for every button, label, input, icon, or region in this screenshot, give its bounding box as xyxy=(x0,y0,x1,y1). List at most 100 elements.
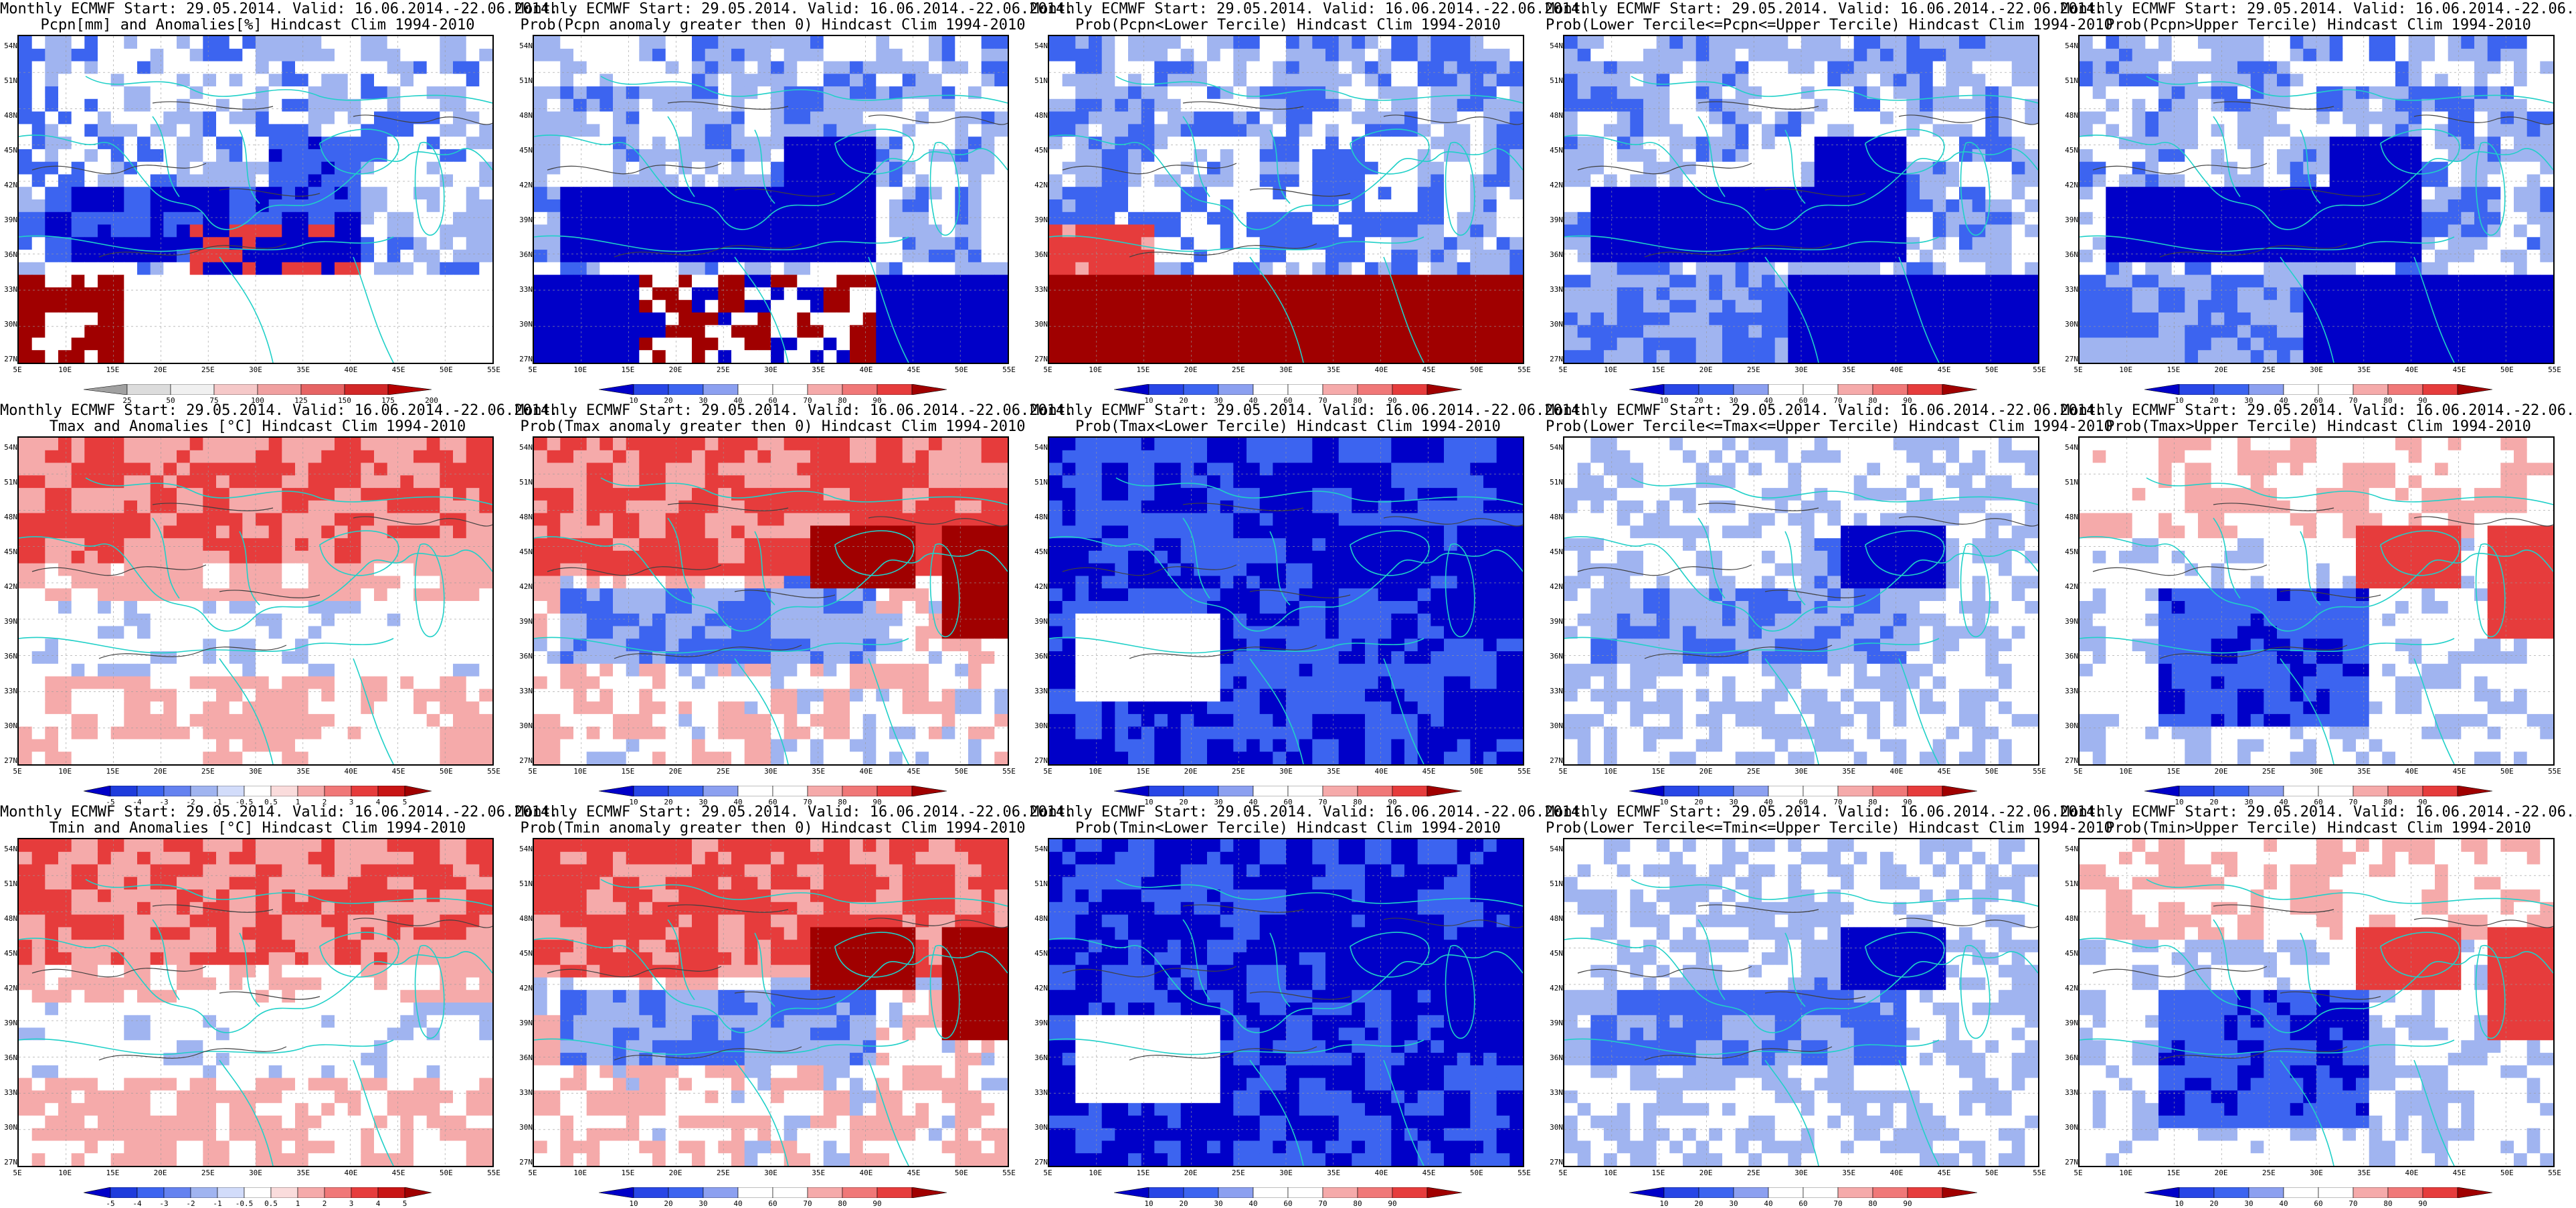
longitude-label: 20E xyxy=(2215,767,2228,776)
latitude-label: 54N xyxy=(0,41,17,50)
latitude-label: 51N xyxy=(0,879,17,888)
latitude-label: 27N xyxy=(1546,355,1563,363)
panel-subtitle: Prob(Lower Tercile<=Pcpn<=Upper Tercile)… xyxy=(1546,17,2061,33)
latitude-label: 39N xyxy=(1030,1019,1048,1027)
longitude-label: 55E xyxy=(2033,767,2046,776)
latitude-label: 30N xyxy=(2061,721,2078,730)
longitude-label: 55E xyxy=(1002,767,1016,776)
longitude-label: 20E xyxy=(669,1169,682,1177)
longitude-label: 40E xyxy=(344,365,357,374)
latitude-label: 36N xyxy=(1030,250,1048,259)
longitude-label: 15E xyxy=(621,767,634,776)
longitude-label: 45E xyxy=(1422,1169,1436,1177)
longitude-label: 45E xyxy=(1938,767,1951,776)
longitude-label: 40E xyxy=(2405,1169,2418,1177)
longitude-label: 30E xyxy=(2310,767,2323,776)
latitude-label: 48N xyxy=(1546,111,1563,120)
latitude-label: 54N xyxy=(0,443,17,452)
longitude-label: 40E xyxy=(859,1169,872,1177)
longitude-label: 25E xyxy=(1232,767,1245,776)
longitude-label: 20E xyxy=(669,365,682,374)
latitude-label: 39N xyxy=(2061,1019,2078,1027)
longitude-label: 55E xyxy=(1517,365,1531,374)
longitude-label: 35E xyxy=(296,767,310,776)
colorbar-tick-label: 60 xyxy=(1283,1199,1292,1208)
panel-title: Monthly ECMWF Start: 29.05.2014. Valid: … xyxy=(2061,1,2576,17)
colorbar-tick-label: -0.5 xyxy=(236,1199,254,1208)
panel-title: Monthly ECMWF Start: 29.05.2014. Valid: … xyxy=(1030,403,1546,419)
latitude-label: 54N xyxy=(0,845,17,853)
latitude-label: 33N xyxy=(1030,285,1048,294)
longitude-label: 5E xyxy=(528,767,537,776)
colorbar-tick-label: 80 xyxy=(1353,1199,1362,1208)
colorbar-tick-label: 10 xyxy=(2175,1199,2183,1208)
longitude-label: 10E xyxy=(58,1169,72,1177)
latitude-label: 54N xyxy=(2061,443,2078,452)
forecast-map xyxy=(533,436,1009,766)
colorbar-tick-label: 90 xyxy=(1903,1199,1912,1208)
latitude-label: 48N xyxy=(2061,914,2078,923)
latitude-label: 54N xyxy=(515,41,533,50)
longitude-label: 5E xyxy=(13,1169,21,1177)
forecast-map xyxy=(1563,838,2039,1167)
latitude-label: 51N xyxy=(1546,76,1563,85)
longitude-label: 50E xyxy=(1985,767,1999,776)
longitude-label: 5E xyxy=(1558,365,1567,374)
latitude-label: 30N xyxy=(515,721,533,730)
latitude-label: 27N xyxy=(0,355,17,363)
longitude-label: 10E xyxy=(573,1169,587,1177)
panel-title: Monthly ECMWF Start: 29.05.2014. Valid: … xyxy=(2061,804,2576,821)
longitude-label: 15E xyxy=(2167,767,2180,776)
panel-subtitle: Prob(Tmax>Upper Tercile) Hindcast Clim 1… xyxy=(2061,419,2576,435)
panel-subtitle: Prob(Tmin<Lower Tercile) Hindcast Clim 1… xyxy=(1030,821,1546,837)
latitude-label: 42N xyxy=(515,582,533,591)
latitude-label: 27N xyxy=(0,1158,17,1167)
latitude-label: 39N xyxy=(1030,617,1048,626)
panel-subtitle: Prob(Lower Tercile<=Tmax<=Upper Tercile)… xyxy=(1546,419,2061,435)
latitude-label: 33N xyxy=(1030,1088,1048,1097)
longitude-label: 50E xyxy=(1470,1169,1483,1177)
colorbar xyxy=(84,1187,432,1198)
longitude-label: 30E xyxy=(249,365,262,374)
longitude-label: 30E xyxy=(1795,767,1808,776)
latitude-label: 54N xyxy=(2061,41,2078,50)
longitude-label: 20E xyxy=(1184,365,1198,374)
longitude-label: 40E xyxy=(344,1169,357,1177)
longitude-label: 55E xyxy=(1002,1169,1016,1177)
longitude-label: 15E xyxy=(106,767,119,776)
longitude-label: 40E xyxy=(2405,365,2418,374)
latitude-label: 39N xyxy=(1546,617,1563,626)
colorbar-tick-label: 40 xyxy=(1764,1199,1772,1208)
latitude-label: 42N xyxy=(1546,181,1563,189)
latitude-label: 54N xyxy=(1546,443,1563,452)
latitude-label: 42N xyxy=(515,984,533,993)
longitude-label: 35E xyxy=(1327,1169,1340,1177)
colorbar-tick-label: 4 xyxy=(376,1199,381,1208)
longitude-label: 10E xyxy=(1604,767,1617,776)
forecast-map xyxy=(1048,35,1524,364)
colorbar-tick-label: -4 xyxy=(132,1199,141,1208)
panel-subtitle: Prob(Pcpn>Upper Tercile) Hindcast Clim 1… xyxy=(2061,17,2576,33)
latitude-label: 33N xyxy=(2061,1088,2078,1097)
panel-subtitle: Prob(Tmin anomaly greater then 0) Hindca… xyxy=(515,821,1030,837)
colorbar-tick-label: -1 xyxy=(213,1199,221,1208)
latitude-label: 45N xyxy=(0,949,17,958)
latitude-label: 27N xyxy=(515,756,533,765)
longitude-label: 25E xyxy=(201,365,215,374)
latitude-label: 48N xyxy=(1030,513,1048,521)
map-panel: Monthly ECMWF Start: 29.05.2014. Valid: … xyxy=(1546,402,2061,803)
latitude-label: 27N xyxy=(1546,1158,1563,1167)
longitude-label: 10E xyxy=(58,365,72,374)
colorbar-tick-label: 90 xyxy=(872,1199,881,1208)
longitude-label: 25E xyxy=(1747,767,1760,776)
latitude-label: 39N xyxy=(0,215,17,224)
longitude-label: 55E xyxy=(487,767,500,776)
longitude-label: 55E xyxy=(1002,365,1016,374)
latitude-label: 45N xyxy=(2061,146,2078,155)
longitude-label: 45E xyxy=(1422,767,1436,776)
longitude-label: 5E xyxy=(2074,1169,2082,1177)
latitude-label: 36N xyxy=(515,250,533,259)
colorbar-tick-label: 3 xyxy=(349,1199,354,1208)
longitude-label: 45E xyxy=(1422,365,1436,374)
longitude-label: 5E xyxy=(1558,767,1567,776)
